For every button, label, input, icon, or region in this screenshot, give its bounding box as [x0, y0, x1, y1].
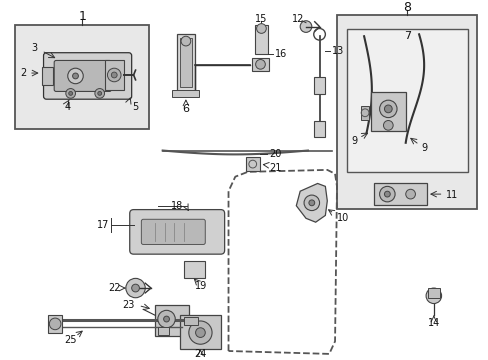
Text: 9: 9	[420, 143, 427, 153]
Bar	[183, 261, 205, 278]
Bar	[158, 327, 169, 334]
Bar	[172, 90, 199, 97]
Text: 14: 14	[427, 318, 439, 328]
Circle shape	[384, 191, 389, 197]
Bar	[336, 15, 476, 209]
Circle shape	[95, 89, 104, 98]
Text: 18: 18	[171, 201, 183, 211]
Text: 12: 12	[291, 14, 304, 24]
Circle shape	[98, 91, 102, 95]
Text: 11: 11	[445, 190, 457, 200]
Text: 2: 2	[20, 68, 26, 78]
Bar	[313, 121, 325, 137]
Bar	[361, 106, 368, 120]
Text: 24: 24	[194, 349, 206, 359]
Text: 10: 10	[336, 213, 348, 223]
Circle shape	[111, 72, 117, 78]
Circle shape	[72, 73, 78, 79]
Circle shape	[66, 89, 75, 98]
Circle shape	[68, 68, 83, 84]
Bar	[41, 67, 53, 85]
Circle shape	[300, 21, 311, 32]
Circle shape	[195, 328, 205, 337]
Circle shape	[256, 24, 266, 33]
Text: 6: 6	[182, 104, 189, 114]
Bar	[104, 60, 123, 90]
Text: 21: 21	[269, 163, 281, 173]
Text: 9: 9	[351, 136, 357, 146]
Text: 5: 5	[132, 102, 139, 112]
Text: 4: 4	[64, 102, 71, 112]
Text: 15: 15	[255, 14, 267, 24]
Circle shape	[158, 310, 175, 328]
FancyBboxPatch shape	[54, 60, 111, 91]
Bar	[177, 34, 194, 93]
Circle shape	[255, 59, 265, 69]
Bar	[251, 58, 269, 71]
Bar	[427, 288, 439, 298]
Bar	[180, 38, 191, 87]
Text: 7: 7	[403, 31, 410, 41]
Bar	[48, 315, 62, 333]
Bar	[245, 157, 259, 171]
Circle shape	[125, 278, 145, 298]
Circle shape	[181, 36, 190, 46]
Bar	[16, 24, 149, 129]
Circle shape	[379, 186, 394, 202]
Text: 17: 17	[97, 220, 109, 230]
Circle shape	[405, 189, 415, 199]
Circle shape	[384, 105, 391, 113]
Circle shape	[379, 100, 396, 118]
Text: 16: 16	[274, 49, 286, 59]
Circle shape	[188, 321, 212, 344]
Bar	[346, 28, 467, 172]
Circle shape	[304, 195, 319, 211]
Bar	[254, 24, 268, 54]
Text: 20: 20	[269, 149, 281, 159]
Polygon shape	[296, 184, 326, 222]
Text: 19: 19	[195, 281, 207, 291]
Bar	[373, 184, 426, 205]
Circle shape	[49, 318, 61, 330]
Text: 23: 23	[122, 301, 135, 310]
Text: 1: 1	[78, 10, 86, 23]
Bar	[155, 306, 188, 337]
Text: 13: 13	[331, 46, 344, 56]
FancyBboxPatch shape	[141, 219, 205, 244]
FancyBboxPatch shape	[129, 210, 224, 254]
Bar	[183, 317, 197, 325]
Bar	[180, 315, 220, 349]
Circle shape	[425, 288, 441, 303]
Circle shape	[107, 68, 121, 82]
Text: 22: 22	[108, 283, 120, 293]
Text: 3: 3	[32, 43, 38, 53]
Circle shape	[163, 316, 169, 322]
Circle shape	[131, 284, 139, 292]
FancyBboxPatch shape	[43, 53, 131, 99]
Text: 25: 25	[64, 336, 77, 345]
Circle shape	[383, 121, 392, 130]
Bar	[313, 77, 325, 94]
Circle shape	[308, 200, 314, 206]
Bar	[370, 93, 405, 131]
Circle shape	[69, 91, 72, 95]
Text: 8: 8	[403, 1, 410, 14]
